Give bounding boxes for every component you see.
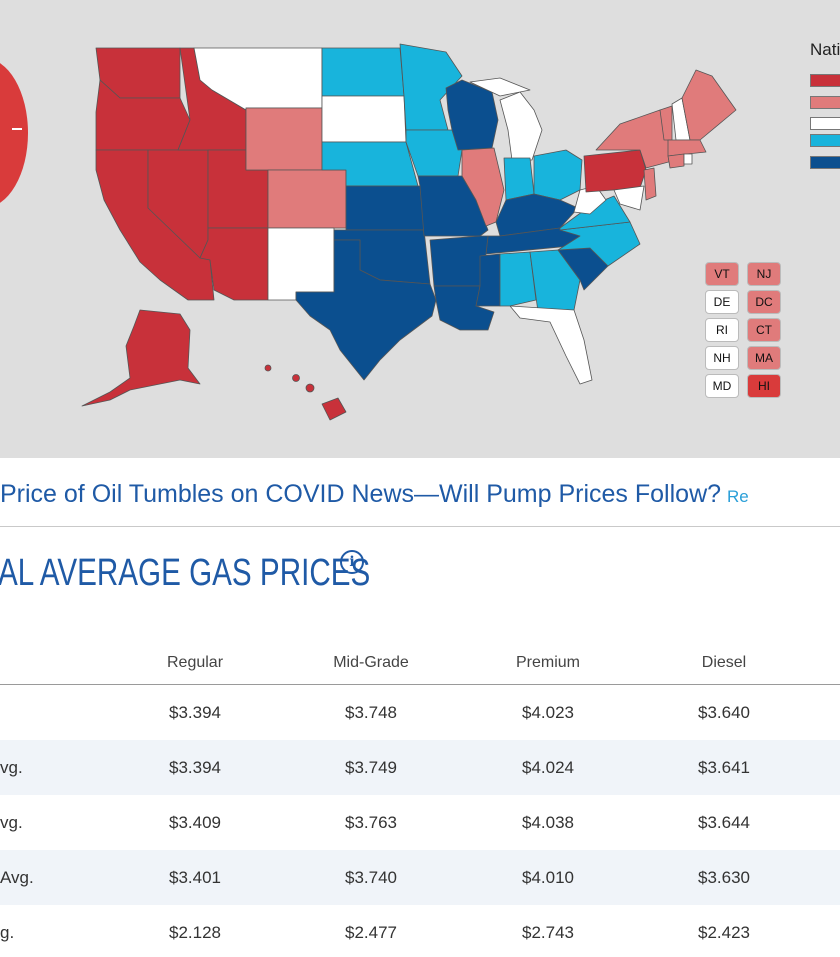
state-north-carolina xyxy=(557,221,641,267)
cell-mid-grade: $3.740 xyxy=(345,868,397,887)
state-arkansas xyxy=(429,235,489,287)
column-header-mid-grade: Mid-Grade xyxy=(333,654,409,671)
news-headline-row: Price of Oil Tumbles on COVID News—Will … xyxy=(0,480,840,520)
row-label: vg. xyxy=(0,813,23,832)
state-ohio xyxy=(533,149,583,201)
section-title: AL AVERAGE GAS PRICES xyxy=(0,552,371,594)
table-row: vg. $3.394 $3.749 $4.024 $3.641 xyxy=(0,740,840,795)
state-minnesota xyxy=(399,43,463,131)
table-header: Regular Mid-Grade Premium Diesel xyxy=(0,640,840,685)
state-alaska xyxy=(81,309,201,407)
cell-diesel: $3.644 xyxy=(698,813,750,832)
state-hawaii-kauai xyxy=(264,364,272,372)
state-kansas xyxy=(345,185,425,231)
state-mississippi xyxy=(475,253,501,307)
legend-swatch-3 xyxy=(810,117,840,130)
state-michigan-upper xyxy=(469,77,531,97)
cell-premium: $4.023 xyxy=(522,703,574,722)
cell-regular: $3.401 xyxy=(169,868,221,887)
state-box-vt[interactable]: VT xyxy=(705,262,739,286)
cell-premium: $4.024 xyxy=(522,758,574,777)
row-label: vg. xyxy=(0,758,23,777)
state-box-de[interactable]: DE xyxy=(705,290,739,314)
cell-diesel: $3.641 xyxy=(698,758,750,777)
column-header-regular: Regular xyxy=(166,654,224,671)
state-box-ct[interactable]: CT xyxy=(747,318,781,342)
state-box-hi[interactable]: HI xyxy=(747,374,781,398)
price-map-panel: Nati VT NJ DE DC RI CT NH MA MD HI xyxy=(0,0,840,458)
divider xyxy=(0,526,840,527)
cell-diesel: $2.423 xyxy=(698,923,750,942)
state-box-md[interactable]: MD xyxy=(705,374,739,398)
cell-regular: $3.394 xyxy=(169,758,221,777)
state-iowa xyxy=(405,129,463,177)
table-row: Avg. $3.401 $3.740 $4.010 $3.630 xyxy=(0,850,840,905)
state-new-mexico xyxy=(267,227,335,301)
state-alabama xyxy=(499,251,537,307)
state-georgia xyxy=(529,249,581,313)
cell-mid-grade: $2.477 xyxy=(345,923,397,942)
state-hawaii-oahu xyxy=(292,374,300,382)
read-more-link[interactable]: Re xyxy=(727,487,749,506)
legend-title: Nati xyxy=(810,40,840,59)
legend-swatch-1 xyxy=(810,74,840,87)
state-box-nj[interactable]: NJ xyxy=(747,262,781,286)
cell-regular: $2.128 xyxy=(169,923,221,942)
state-box-nh[interactable]: NH xyxy=(705,346,739,370)
state-indiana xyxy=(503,157,535,201)
table-row: vg. $3.409 $3.763 $4.038 $3.644 xyxy=(0,795,840,850)
gas-price-table: Regular Mid-Grade Premium Diesel $3.394 … xyxy=(0,640,840,957)
state-pennsylvania xyxy=(583,149,647,193)
cell-mid-grade: $3.763 xyxy=(345,813,397,832)
row-label: g. xyxy=(0,923,15,942)
state-rhode-island xyxy=(683,153,693,165)
cell-mid-grade: $3.749 xyxy=(345,758,397,777)
state-hawaii-big xyxy=(321,397,347,421)
cell-diesel: $3.640 xyxy=(698,703,750,722)
row-label: Avg. xyxy=(0,868,34,887)
state-illinois xyxy=(461,147,505,227)
state-north-dakota xyxy=(321,47,405,97)
state-new-jersey xyxy=(643,167,657,201)
cell-regular: $3.394 xyxy=(169,703,221,722)
us-state-map[interactable] xyxy=(0,0,840,458)
state-box-ri[interactable]: RI xyxy=(705,318,739,342)
cell-diesel: $3.630 xyxy=(698,868,750,887)
state-maryland-area xyxy=(613,185,645,211)
state-massachusetts xyxy=(667,139,707,157)
cell-premium: $4.010 xyxy=(522,868,574,887)
legend-swatch-2 xyxy=(810,96,840,109)
info-icon[interactable]: i xyxy=(340,550,364,574)
state-maine xyxy=(681,69,737,141)
state-florida xyxy=(509,305,593,385)
state-box-ma[interactable]: MA xyxy=(747,346,781,370)
cell-regular: $3.409 xyxy=(169,813,221,832)
state-box-dc[interactable]: DC xyxy=(747,290,781,314)
table-row: g. $2.128 $2.477 $2.743 $2.423 xyxy=(0,905,840,957)
state-colorado xyxy=(267,169,347,229)
news-headline-link[interactable]: Price of Oil Tumbles on COVID News—Will … xyxy=(0,480,722,508)
legend-swatch-5 xyxy=(810,156,840,169)
state-south-dakota xyxy=(321,95,407,143)
table-row: $3.394 $3.748 $4.023 $3.640 xyxy=(0,685,840,740)
state-michigan xyxy=(499,91,543,161)
state-wyoming xyxy=(245,107,323,171)
state-hawaii-maui xyxy=(305,383,315,393)
state-connecticut xyxy=(667,153,685,169)
column-header-diesel: Diesel xyxy=(701,654,747,671)
column-header-premium: Premium xyxy=(515,654,581,671)
state-texas xyxy=(295,239,437,381)
legend-swatch-4 xyxy=(810,134,840,147)
cell-premium: $4.038 xyxy=(522,813,574,832)
cell-mid-grade: $3.748 xyxy=(345,703,397,722)
cell-premium: $2.743 xyxy=(522,923,574,942)
